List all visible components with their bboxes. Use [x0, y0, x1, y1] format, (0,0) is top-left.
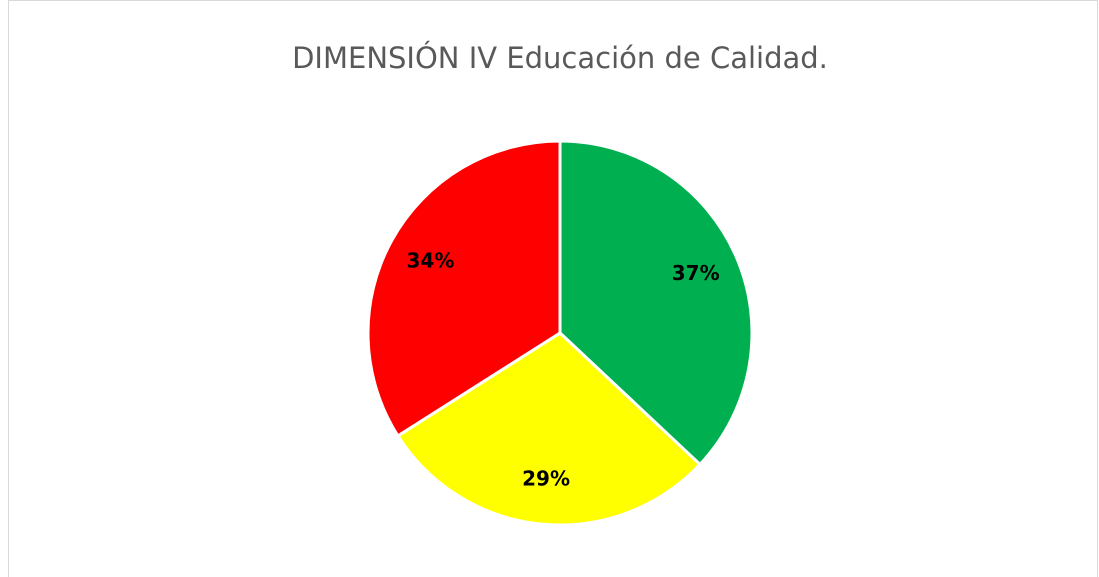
data-label: 37%: [672, 261, 720, 285]
data-label: 29%: [522, 467, 570, 491]
pie-slice: [366, 139, 562, 438]
pie-slice: [395, 331, 703, 527]
pie-slice: [558, 139, 754, 467]
data-label: 34%: [407, 248, 455, 272]
chart-title: DIMENSIÓN IV Educación de Calidad.: [292, 41, 828, 75]
